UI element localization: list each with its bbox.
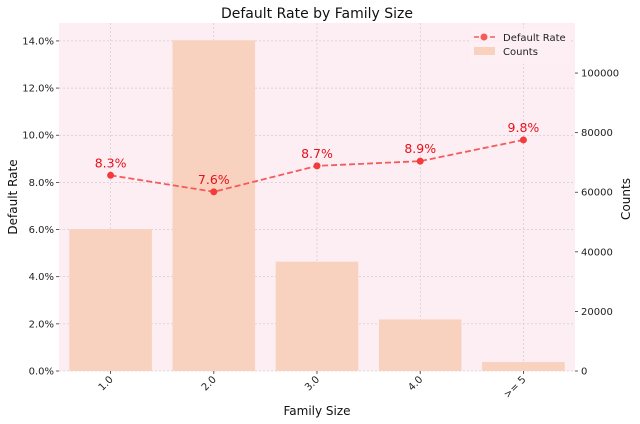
bar bbox=[275, 261, 359, 371]
right-tick-label: 0 bbox=[581, 367, 587, 378]
data-point bbox=[416, 157, 424, 165]
left-tick-label: 6.0% bbox=[29, 225, 54, 236]
data-label: 7.6% bbox=[198, 172, 230, 187]
data-point bbox=[313, 162, 321, 170]
right-tick-label: 60000 bbox=[581, 188, 613, 199]
chart-title: Default Rate by Family Size bbox=[221, 6, 413, 22]
legend: Default Rate Counts bbox=[470, 28, 570, 64]
data-label: 8.3% bbox=[95, 155, 127, 170]
x-axis-label: Family Size bbox=[283, 404, 350, 418]
bar bbox=[482, 362, 565, 371]
x-tick-label: 3.0 bbox=[303, 374, 322, 393]
data-label: 8.9% bbox=[404, 141, 436, 156]
data-label: 9.8% bbox=[508, 120, 540, 135]
data-label: 8.7% bbox=[301, 146, 333, 161]
legend-label-counts: Counts bbox=[503, 47, 538, 58]
x-tick-label: 1.0 bbox=[97, 374, 116, 393]
bar bbox=[172, 40, 256, 371]
legend-label-default-rate: Default Rate bbox=[503, 33, 566, 44]
right-tick-label: 20000 bbox=[581, 307, 613, 318]
left-tick-label: 2.0% bbox=[29, 319, 54, 330]
right-tick-label: 40000 bbox=[581, 247, 613, 258]
x-tick-label: 2.0 bbox=[200, 374, 219, 393]
x-tick-label: 4.0 bbox=[406, 374, 425, 393]
right-tick-label: 100000 bbox=[581, 69, 619, 80]
data-point bbox=[107, 171, 115, 179]
right-tick-label: 80000 bbox=[581, 128, 613, 139]
left-tick-label: 12.0% bbox=[22, 84, 54, 95]
legend-bar-swatch bbox=[474, 47, 495, 55]
right-y-axis-label: Counts bbox=[619, 178, 633, 220]
data-point bbox=[210, 188, 218, 196]
left-tick-label: 0.0% bbox=[29, 367, 54, 378]
left-tick-label: 4.0% bbox=[29, 272, 54, 283]
data-point bbox=[519, 136, 527, 144]
left-tick-label: 10.0% bbox=[22, 131, 54, 142]
x-tick-label: >= 5 bbox=[502, 374, 528, 400]
bar bbox=[378, 319, 462, 371]
legend-marker-swatch bbox=[480, 33, 488, 41]
left-y-axis-label: Default Rate bbox=[6, 159, 20, 234]
left-tick-label: 8.0% bbox=[29, 178, 54, 189]
bar bbox=[69, 229, 152, 371]
left-tick-label: 14.0% bbox=[22, 36, 54, 47]
legend-box bbox=[470, 28, 570, 64]
